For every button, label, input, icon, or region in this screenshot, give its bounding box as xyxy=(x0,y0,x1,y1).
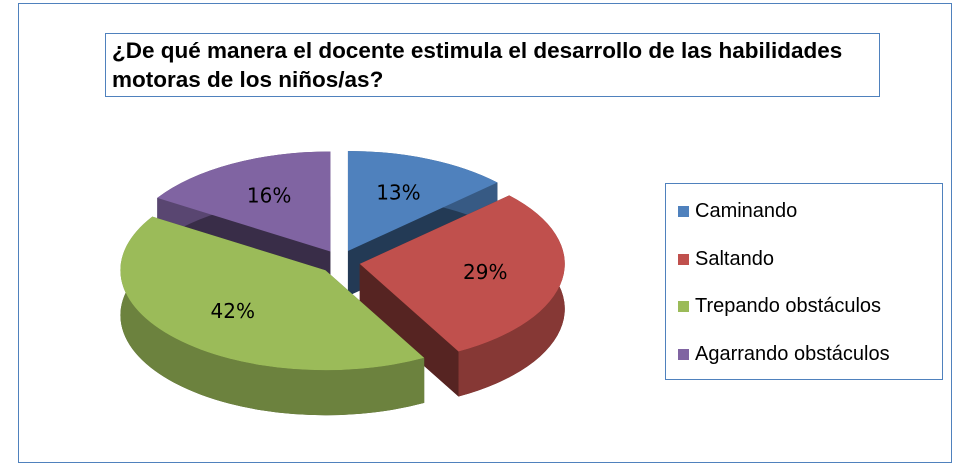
data-label: 42% xyxy=(211,299,255,323)
legend: Caminando Saltando Trepando obstáculos Agar… xyxy=(665,183,943,380)
legend-swatch xyxy=(678,348,689,360)
data-label: 13% xyxy=(376,181,420,205)
chart-title: ¿De qué manera el docente estimula el de… xyxy=(105,33,880,97)
legend-label: Saltando xyxy=(695,247,774,270)
legend-label: Trepando obstáculos xyxy=(695,295,882,317)
slice xyxy=(157,151,331,252)
data-label: 16% xyxy=(247,184,291,208)
legend-item: Agarrando obstáculos xyxy=(678,343,890,366)
legend-item: Trepando obstáculos xyxy=(678,295,881,318)
legend-swatch xyxy=(678,206,689,217)
slice xyxy=(347,150,498,251)
legend-item: Saltando xyxy=(678,248,774,271)
legend-swatch xyxy=(678,253,689,265)
data-label: 29% xyxy=(463,260,507,284)
legend-label: Caminando xyxy=(695,200,798,222)
legend-label: Agarrando obstáculos xyxy=(695,342,890,365)
slice-wall xyxy=(359,263,459,397)
slice xyxy=(120,216,425,371)
legend-swatch xyxy=(678,301,689,312)
slice xyxy=(359,195,565,352)
legend-item: Caminando xyxy=(678,200,797,223)
slice-side xyxy=(120,216,425,416)
